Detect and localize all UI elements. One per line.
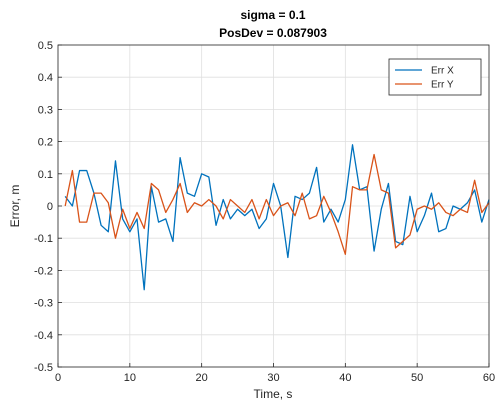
chart-subtitle: PosDev = 0.087903 — [219, 26, 327, 40]
x-axis-label: Time, s — [254, 387, 293, 401]
series-layer — [64, 144, 490, 291]
legend-box — [388, 58, 482, 96]
y-tick-label: 0.3 — [38, 104, 53, 116]
y-tick-label: 0 — [47, 201, 53, 213]
x-tick-label: 20 — [196, 372, 208, 384]
y-tick-label: -0.4 — [34, 330, 53, 342]
x-tick-label: 50 — [411, 372, 423, 384]
y-tick-label: 0.4 — [38, 72, 53, 84]
legend-label: Err X — [431, 66, 454, 77]
x-tick-label: 0 — [55, 372, 61, 384]
series-line-2 — [64, 153, 490, 255]
y-tick-label: -0.3 — [34, 298, 53, 310]
x-tick-label: 60 — [483, 372, 495, 384]
y-tick-label: 0.1 — [38, 169, 53, 181]
x-tick-label: 40 — [339, 372, 351, 384]
chart-title: sigma = 0.1 — [240, 8, 305, 22]
y-tick-label: 0.5 — [38, 40, 53, 52]
ticks: 0 10 20 30 40 50 60 -0.5 -0.4 -0.3 -0.2 -0.1 0 0.1 0.2… — [34, 40, 495, 384]
legend-label: Err Y — [431, 80, 454, 91]
x-tick-label: 10 — [124, 372, 136, 384]
y-tick-label: 0.2 — [38, 137, 53, 149]
x-tick-label: 30 — [267, 372, 279, 384]
y-axis-label: Error, m — [8, 185, 22, 228]
legend: Err X Err Y — [388, 58, 482, 96]
y-tick-label: -0.5 — [34, 362, 53, 374]
y-tick-label: -0.2 — [34, 265, 53, 277]
series-line-1 — [64, 144, 490, 291]
y-tick-label: -0.1 — [34, 233, 53, 245]
